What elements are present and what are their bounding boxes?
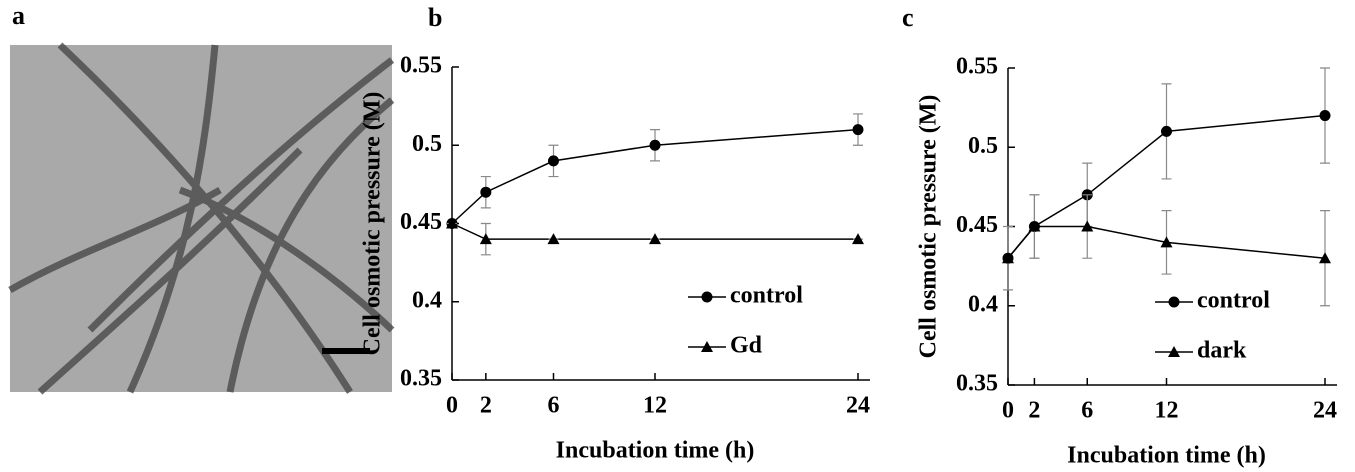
- y-tick-label: 0.4: [968, 291, 998, 317]
- point: [548, 155, 559, 167]
- point: [1319, 110, 1331, 122]
- legend-marker: [701, 291, 713, 303]
- y-tick-label: 0.45: [400, 209, 442, 235]
- filament: [87, 57, 395, 333]
- x-tick-label: 6: [1081, 398, 1093, 424]
- legend-marker: [1168, 346, 1180, 357]
- point: [1028, 220, 1041, 232]
- point: [479, 233, 492, 245]
- x-axis-label: Incubation time (h): [1067, 443, 1266, 469]
- x-tick-label: 0: [1002, 398, 1014, 424]
- point: [1319, 252, 1331, 264]
- y-tick-label: 0.55: [956, 54, 998, 80]
- point: [1002, 252, 1014, 264]
- filament: [8, 186, 222, 294]
- y-tick-label: 0.5: [968, 133, 998, 159]
- x-tick-label: 24: [846, 393, 870, 419]
- filament: [37, 147, 303, 395]
- scale-bar: [322, 348, 370, 354]
- panel-label: a: [12, 1, 25, 30]
- y-axis-label: Cell osmotic pressure (M): [360, 92, 386, 356]
- point: [1081, 220, 1094, 232]
- y-tick-label: 0.5: [412, 131, 442, 157]
- y-tick-label: 0.55: [400, 53, 442, 79]
- point: [1160, 236, 1173, 248]
- panel-label: b: [428, 3, 442, 32]
- x-tick-label: 2: [1028, 398, 1040, 424]
- x-tick-label: 12: [1155, 398, 1179, 424]
- x-tick-label: 0: [446, 393, 458, 419]
- y-tick-label: 0.35: [956, 371, 998, 397]
- legend-marker: [1168, 296, 1180, 308]
- x-tick-label: 2: [480, 393, 492, 419]
- point: [649, 139, 661, 151]
- filament: [178, 186, 395, 333]
- legend-label: dark: [1197, 338, 1247, 364]
- point: [480, 186, 492, 198]
- legend-label: control: [730, 283, 803, 309]
- micrograph: [8, 42, 395, 395]
- panel-label: c: [902, 3, 914, 32]
- legend-label: Gd: [730, 333, 763, 359]
- y-axis-label: Cell osmotic pressure (M): [916, 95, 942, 359]
- x-tick-label: 24: [1313, 398, 1337, 424]
- x-tick-label: 6: [548, 393, 560, 419]
- point: [547, 233, 560, 245]
- y-tick-label: 0.45: [956, 212, 998, 238]
- y-tick-label: 0.4: [412, 287, 442, 313]
- point: [1161, 125, 1172, 137]
- filament: [226, 97, 395, 393]
- point: [649, 233, 661, 245]
- legend-label: control: [1197, 288, 1270, 314]
- y-tick-label: 0.35: [400, 366, 442, 392]
- point: [852, 233, 864, 245]
- x-axis-label: Incubation time (h): [556, 438, 755, 464]
- point: [852, 124, 864, 136]
- legend-marker: [701, 341, 713, 352]
- point: [446, 217, 458, 229]
- x-tick-label: 12: [643, 393, 667, 419]
